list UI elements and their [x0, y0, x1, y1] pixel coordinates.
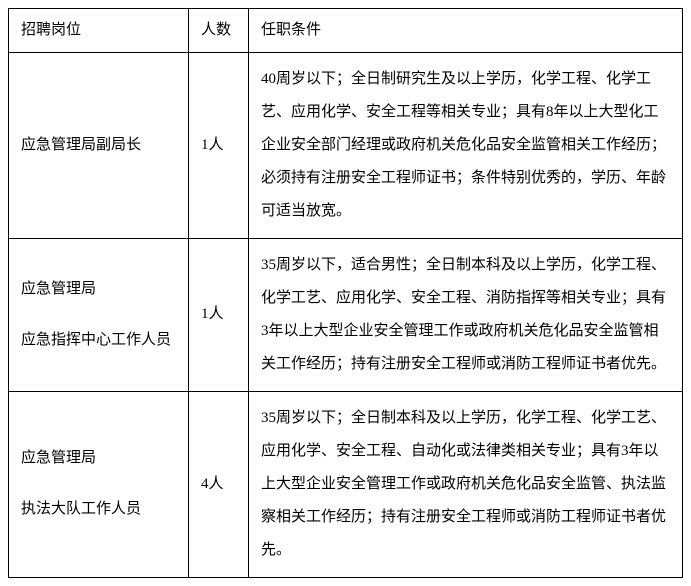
position-cell: 应急管理局 应急指挥中心工作人员	[9, 238, 189, 391]
position-line2: 执法大队工作人员	[21, 493, 176, 526]
table-row: 应急管理局 应急指挥中心工作人员 1人 35周岁以下，适合男性；全日制本科及以上…	[9, 238, 683, 391]
position-line2: 应急指挥中心工作人员	[21, 324, 176, 357]
header-count: 人数	[189, 9, 249, 53]
requirements-cell: 35周岁以下；全日制本科及以上学历，化学工程、化学工艺、应用化学、安全工程、自动…	[249, 391, 683, 577]
header-requirements: 任职条件	[249, 9, 683, 53]
recruitment-table: 招聘岗位 人数 任职条件 应急管理局副局长 1人 40周岁以下；全日制研究生及以…	[8, 8, 683, 578]
position-cell: 应急管理局副局长	[9, 52, 189, 238]
count-cell: 4人	[189, 391, 249, 577]
header-position: 招聘岗位	[9, 9, 189, 53]
count-cell: 1人	[189, 238, 249, 391]
position-line1: 应急管理局	[21, 273, 176, 306]
requirements-cell: 40周岁以下；全日制研究生及以上学历，化学工程、化学工艺、应用化学、安全工程等相…	[249, 52, 683, 238]
position-cell: 应急管理局 执法大队工作人员	[9, 391, 189, 577]
table-row: 应急管理局 执法大队工作人员 4人 35周岁以下；全日制本科及以上学历，化学工程…	[9, 391, 683, 577]
position-line1: 应急管理局副局长	[21, 129, 176, 162]
requirements-cell: 35周岁以下，适合男性；全日制本科及以上学历，化学工程、化学工艺、应用化学、安全…	[249, 238, 683, 391]
count-cell: 1人	[189, 52, 249, 238]
position-line1: 应急管理局	[21, 442, 176, 475]
table-row: 应急管理局副局长 1人 40周岁以下；全日制研究生及以上学历，化学工程、化学工艺…	[9, 52, 683, 238]
table-header-row: 招聘岗位 人数 任职条件	[9, 9, 683, 53]
